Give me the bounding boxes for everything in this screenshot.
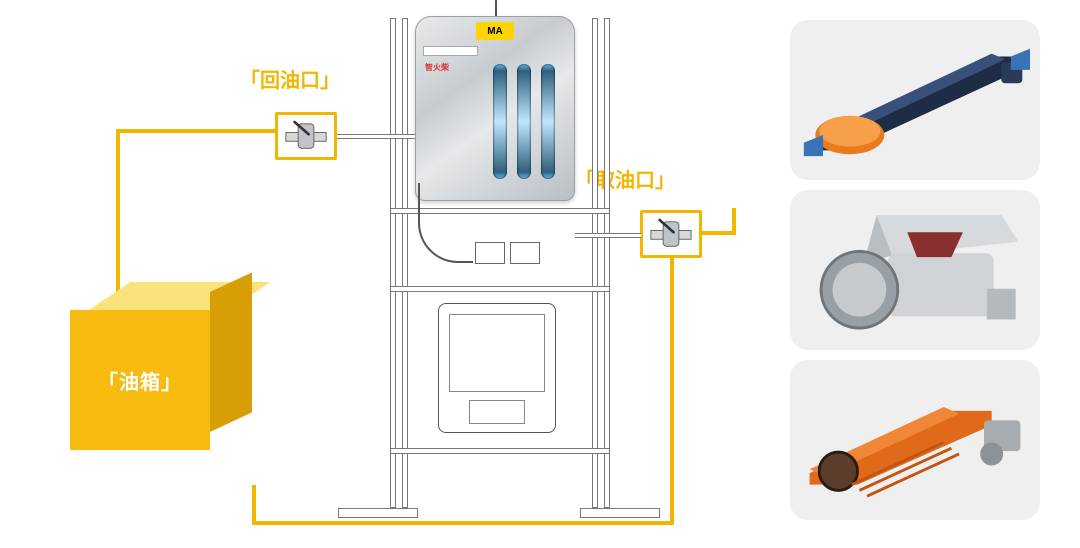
frame-foot — [580, 508, 660, 518]
sensor-nameplate — [423, 46, 478, 56]
sensor-enclosure: MA 智火柴 — [415, 16, 575, 201]
diagram-canvas: 「油箱」 「回油口」 「取油口」 MA — [0, 0, 1080, 548]
equip-panel-crusher — [790, 190, 1040, 350]
return-pipe — [337, 134, 415, 139]
frame-post — [390, 18, 396, 508]
connector — [475, 242, 505, 264]
connector — [510, 242, 540, 264]
tank-label: 「油箱」 — [98, 366, 182, 395]
flow-segment — [732, 208, 736, 235]
equip-panel-belt-conveyor — [790, 360, 1040, 520]
valve-icon — [278, 115, 334, 157]
equip-panel-scraper-conveyor — [790, 20, 1040, 180]
crusher-icon — [800, 196, 1030, 343]
hose — [418, 183, 473, 263]
sensor-apparatus: MA 智火柴 — [360, 8, 645, 528]
frame-post — [604, 18, 610, 508]
frame-foot — [338, 508, 418, 518]
frame-post — [592, 18, 598, 508]
scraper-conveyor-icon — [800, 26, 1030, 173]
belt-conveyor-icon — [800, 366, 1030, 513]
sensor-vent — [493, 64, 507, 179]
antenna — [495, 0, 497, 16]
sensor-badge: MA — [476, 22, 514, 40]
oil-tank: 「油箱」 — [70, 310, 245, 460]
intake-pipe — [575, 233, 641, 238]
flow-segment — [116, 129, 120, 315]
intake-fitting-box — [640, 210, 702, 258]
frame-bar — [390, 286, 610, 292]
flow-segment — [116, 129, 276, 133]
sensor-vent — [517, 64, 531, 179]
tank-face-side — [210, 272, 252, 432]
frame-bar — [390, 448, 610, 454]
return-port-label: 「回油口」 — [240, 64, 340, 93]
flow-segment — [252, 485, 256, 525]
lower-device — [438, 303, 556, 433]
frame-post — [402, 18, 408, 508]
return-fitting-box — [275, 112, 337, 160]
sensor-brand: 智火柴 — [425, 62, 449, 73]
sensor-vent — [541, 64, 555, 179]
tank-face-front: 「油箱」 — [70, 310, 210, 450]
valve-icon — [643, 213, 699, 255]
sensor-badge-text: MA — [487, 26, 503, 37]
flow-segment — [670, 258, 674, 525]
flow-segment — [700, 231, 736, 235]
